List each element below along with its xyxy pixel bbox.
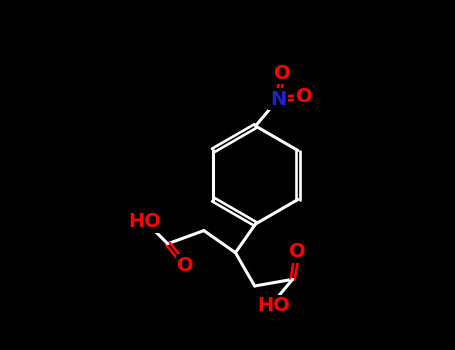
Text: HO: HO <box>128 212 162 231</box>
Text: O: O <box>296 88 313 106</box>
Text: HO: HO <box>257 296 290 315</box>
Text: O: O <box>274 64 291 83</box>
Text: O: O <box>177 256 194 275</box>
Text: N: N <box>270 90 286 109</box>
Text: O: O <box>289 242 306 261</box>
